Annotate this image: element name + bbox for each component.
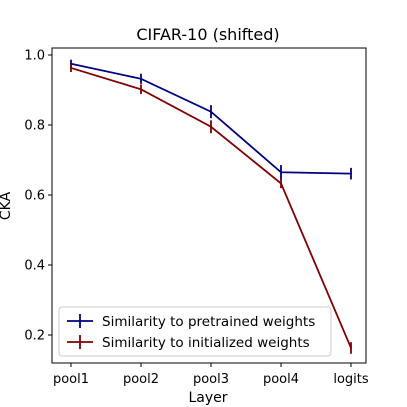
data-point-2-5 (350, 347, 352, 349)
data-point-2-3 (210, 125, 212, 128)
data-point-1-4 (280, 171, 282, 174)
data-point-2-2 (140, 88, 142, 91)
x-tick-label-5: logits (333, 372, 369, 387)
data-point-1-3 (210, 110, 212, 113)
y-tick-label-3: 0.6 (24, 189, 45, 204)
legend-label-1: Similarity to pretrained weights (102, 314, 315, 330)
legend: Similarity to pretrained weights Similari… (58, 306, 332, 357)
y-axis-label: CKA (0, 191, 14, 220)
x-tick-label-3: pool3 (193, 372, 229, 387)
y-tick-label-5: 1.0 (24, 49, 45, 64)
legend-label-2: Similarity to initialized weights (102, 335, 310, 351)
legend-box (58, 306, 332, 357)
axes-frame (51, 47, 367, 364)
data-point-2-1 (70, 67, 72, 69)
plot-area (70, 59, 352, 354)
y-tick-label-4: 0.8 (24, 119, 45, 134)
x-axis-label: Layer (188, 390, 227, 406)
axes: 0.2 0.4 0.6 0.8 1.0 pool1 pool2 pool3 pool4 logit… (24, 47, 369, 387)
x-tick-label-1: pool1 (53, 372, 89, 387)
x-tick-label-4: pool4 (263, 372, 299, 387)
chart-title: CIFAR-10 (shifted) (136, 25, 279, 44)
y-tick-label-2: 0.4 (24, 259, 45, 274)
data-point-1-5 (350, 172, 352, 175)
data-point-1-2 (140, 77, 142, 80)
y-tick-label-1: 0.2 (24, 329, 45, 344)
data-point-2-4 (280, 182, 282, 185)
x-tick-label-2: pool2 (123, 372, 159, 387)
